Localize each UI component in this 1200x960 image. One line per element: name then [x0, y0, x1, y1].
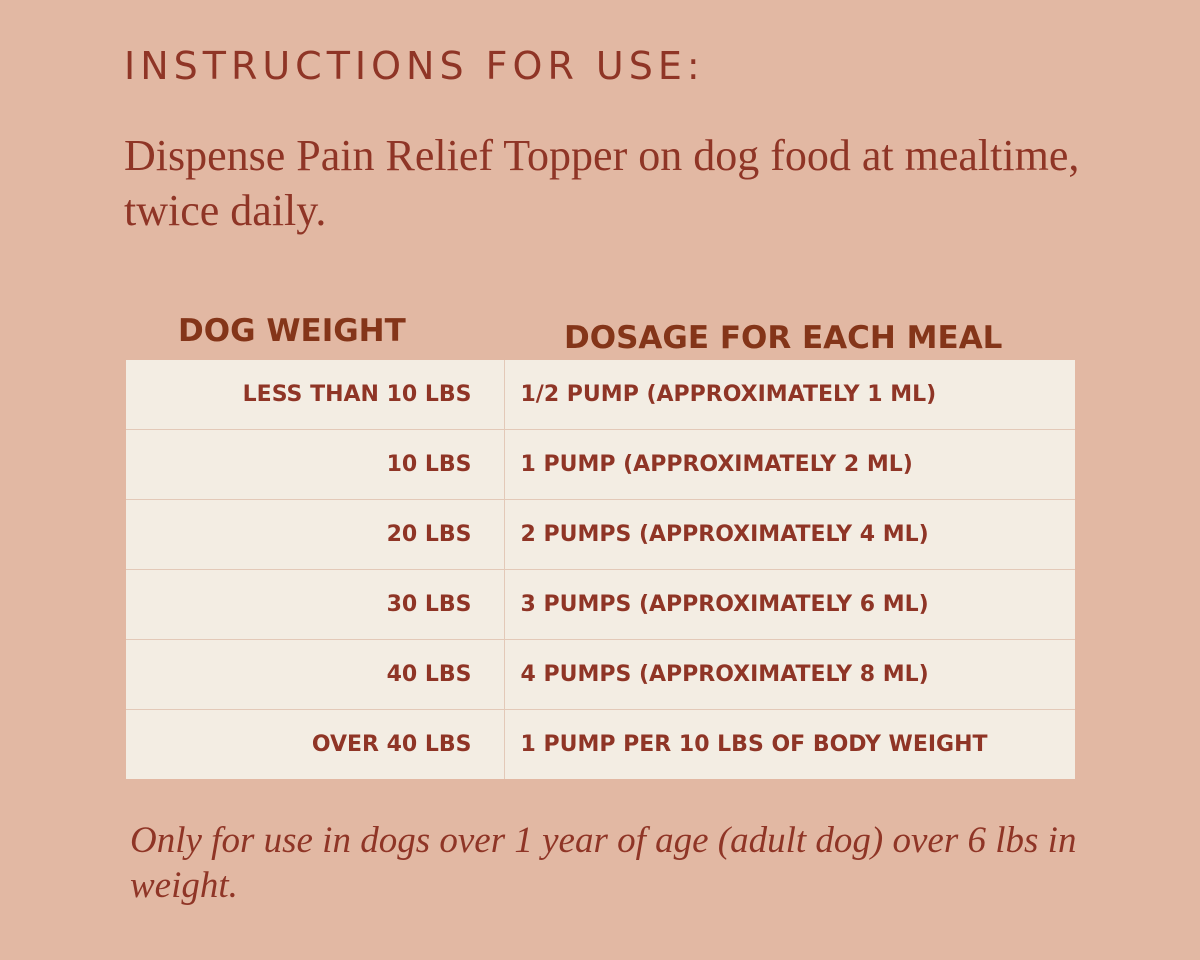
dosage-cell: 1/2 PUMP (APPROXIMATELY 1 ML) — [504, 360, 1075, 430]
table-row: 40 LBS 4 PUMPS (APPROXIMATELY 8 ML) — [126, 639, 1075, 710]
weight-cell: 30 LBS — [126, 569, 505, 640]
table-row: 10 LBS 1 PUMP (APPROXIMATELY 2 ML) — [126, 429, 1075, 500]
header-dog-weight: DOG WEIGHT — [178, 313, 406, 349]
dosage-cell: 1 PUMP (APPROXIMATELY 2 ML) — [504, 429, 1075, 500]
intro-text: Dispense Pain Relief Topper on dog food … — [124, 131, 1080, 235]
table-row: LESS THAN 10 LBS 1/2 PUMP (APPROXIMATELY … — [126, 360, 1075, 430]
table-row: OVER 40 LBS 1 PUMP PER 10 LBS OF BODY WEI… — [126, 709, 1075, 779]
header-dosage: DOSAGE FOR EACH MEAL — [564, 320, 1003, 356]
page-title: INSTRUCTIONS FOR USE: — [124, 44, 705, 88]
weight-cell: 40 LBS — [126, 639, 505, 710]
age-note: Only for use in dogs over 1 year of age … — [130, 820, 1077, 906]
dosage-cell: 4 PUMPS (APPROXIMATELY 8 ML) — [504, 639, 1075, 710]
weight-cell: 10 LBS — [126, 429, 505, 500]
dosage-cell: 2 PUMPS (APPROXIMATELY 4 ML) — [504, 499, 1075, 570]
dosage-cell: 1 PUMP PER 10 LBS OF BODY WEIGHT — [520, 732, 988, 757]
table-row: 30 LBS 3 PUMPS (APPROXIMATELY 6 ML) — [126, 569, 1075, 640]
weight-cell: OVER 40 LBS — [126, 709, 505, 779]
table-row: 20 LBS 2 PUMPS (APPROXIMATELY 4 ML) — [126, 499, 1075, 570]
dosage-cell: 3 PUMPS (APPROXIMATELY 6 ML) — [504, 569, 1075, 640]
weight-cell: 20 LBS — [126, 499, 505, 570]
dosage-table: LESS THAN 10 LBS 1/2 PUMP (APPROXIMATELY … — [126, 360, 1075, 779]
weight-cell: LESS THAN 10 LBS — [126, 360, 505, 430]
